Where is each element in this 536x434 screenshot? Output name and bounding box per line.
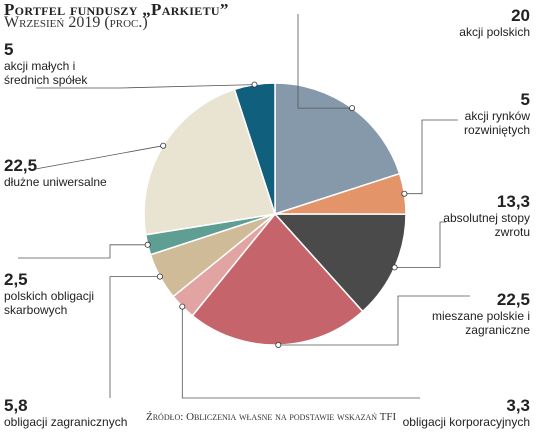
slice-label: akcji rynków rozwiniętych <box>463 109 530 137</box>
leader-dot <box>401 190 408 197</box>
data-label-dluzne-uniwersalne: 22,5 dłużne uniwersalne <box>4 156 107 189</box>
slice-value: 13,3 <box>496 192 530 211</box>
slice-label: mieszane polskie i zagraniczne <box>431 309 530 337</box>
slice-value: 5 <box>520 90 530 109</box>
data-label-akcji-malych-i-srednich-spolek: 5 akcji małych i średnich spółek <box>4 40 99 87</box>
chart-subtitle: Wrzesień 2019 (proc.) <box>4 14 148 31</box>
slice-label: dłużne uniwersalne <box>4 175 107 189</box>
leader-line <box>297 14 353 109</box>
leader-line <box>181 306 420 399</box>
leader-dot <box>275 341 282 348</box>
leader-line <box>109 276 160 398</box>
leader-dot <box>391 264 398 271</box>
data-label-akcji-rynkow-rozwinietych: 5 akcji rynków rozwiniętych <box>440 90 530 137</box>
leader-line <box>394 221 446 268</box>
leader-line <box>29 145 164 171</box>
slice-label: polskich obligacji skarbowych <box>4 289 95 317</box>
source-note: Źródło: Obliczenia własne na podstawie w… <box>146 411 397 423</box>
leader-line <box>404 119 458 195</box>
slice-value: 5 <box>4 40 14 59</box>
slice-value: 22,5 <box>496 290 530 309</box>
slice-label: obligacji zagranicznych <box>4 415 128 429</box>
leader-dot <box>144 241 151 248</box>
data-label-obligacji-korporacyjnych: 3,3 obligacji korporacyjnych <box>403 396 530 429</box>
leader-line <box>278 295 470 346</box>
leader-dot <box>156 273 163 280</box>
slice-value: 5,8 <box>4 396 28 415</box>
slice-value: 2,5 <box>4 270 28 289</box>
slice-label: akcji polskich <box>459 25 530 39</box>
leader-line <box>36 84 255 89</box>
data-label-polskich-obligacji-skarbowych: 2,5 polskich obligacji skarbowych <box>4 270 114 317</box>
leader-dot <box>251 81 258 88</box>
slice-value: 3,3 <box>506 396 530 415</box>
leader-dot <box>160 142 167 149</box>
leader-dot <box>349 105 356 112</box>
chart-title: Portfel funduszy „Parkietu” <box>4 0 229 19</box>
data-label-absolutnej-stopy-zwrotu: 13,3 absolutnej stopy zwrotu <box>440 192 530 239</box>
data-label-obligacji-zagranicznych: 5,8 obligacji zagranicznych <box>4 396 127 429</box>
slice-value: 22,5 <box>4 156 38 175</box>
data-label-mieszane: 22,5 mieszane polskie i zagraniczne <box>390 290 530 337</box>
leader-line <box>18 244 148 259</box>
data-label-akcji-polskich: 20 akcji polskich <box>459 6 530 39</box>
slice-value: 20 <box>511 6 530 25</box>
leader-dot <box>179 303 186 310</box>
slice-label: absolutnej stopy zwrotu <box>443 211 530 239</box>
slice-label: akcji małych i średnich spółek <box>4 59 88 87</box>
slice-label: obligacji korporacyjnych <box>402 415 530 429</box>
